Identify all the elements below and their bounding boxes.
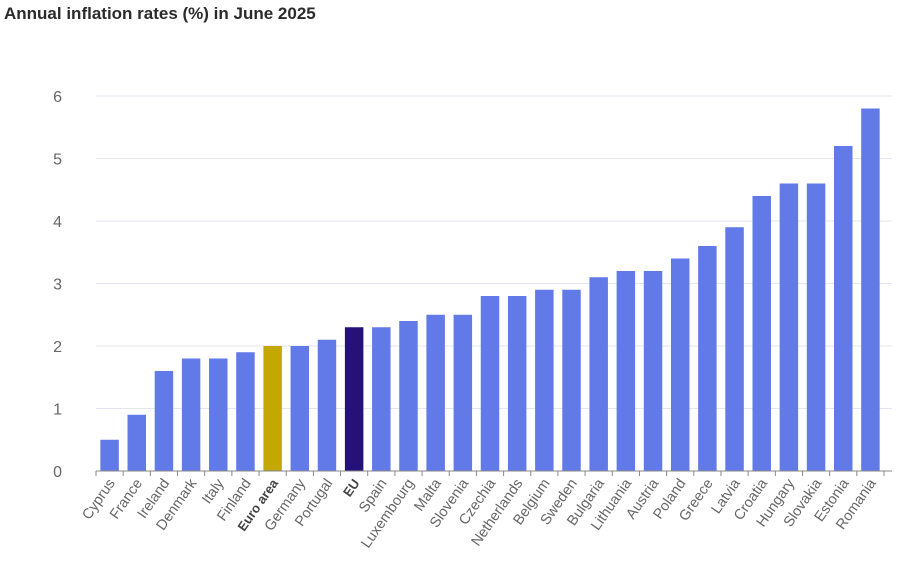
bar-spain — [372, 327, 391, 471]
bar-greece — [698, 246, 717, 471]
y-tick-label: 0 — [53, 464, 62, 481]
bar-germany — [290, 346, 310, 471]
bar-finland — [236, 352, 255, 471]
bar-belgium — [535, 289, 554, 471]
bar-ireland — [154, 371, 174, 471]
bar-portugal — [317, 339, 337, 471]
bar-austria — [643, 271, 663, 471]
bar-netherlands — [507, 296, 527, 471]
bar-poland — [670, 258, 690, 471]
bar-france — [127, 414, 146, 471]
chart-title: Annual inflation rates (%) in June 2025 — [4, 4, 316, 23]
bar-slovenia — [453, 314, 473, 471]
bar-bulgaria — [589, 277, 608, 471]
x-tick-label: EU — [340, 476, 363, 499]
bar-denmark — [181, 358, 201, 471]
bar-latvia — [725, 227, 744, 471]
bar-cyprus — [100, 439, 119, 471]
bar-romania — [861, 108, 880, 471]
y-tick-label: 2 — [53, 339, 62, 356]
bar-czechia — [480, 296, 500, 471]
bar-sweden — [562, 289, 581, 471]
y-tick-label: 6 — [53, 89, 62, 106]
bar-luxembourg — [399, 321, 418, 471]
bar-estonia — [834, 146, 853, 471]
bar-euro-area — [263, 346, 282, 471]
bar-eu — [344, 327, 364, 471]
y-tick-label: 5 — [53, 152, 62, 169]
bar-slovakia — [806, 183, 826, 471]
bar-croatia — [752, 196, 771, 471]
y-tick-label: 3 — [53, 277, 62, 294]
bar-hungary — [779, 183, 799, 471]
bar-lithuania — [616, 271, 636, 471]
bar-malta — [426, 314, 445, 471]
y-tick-label: 1 — [53, 402, 62, 419]
y-tick-label: 4 — [53, 214, 62, 231]
bar-italy — [209, 358, 228, 471]
